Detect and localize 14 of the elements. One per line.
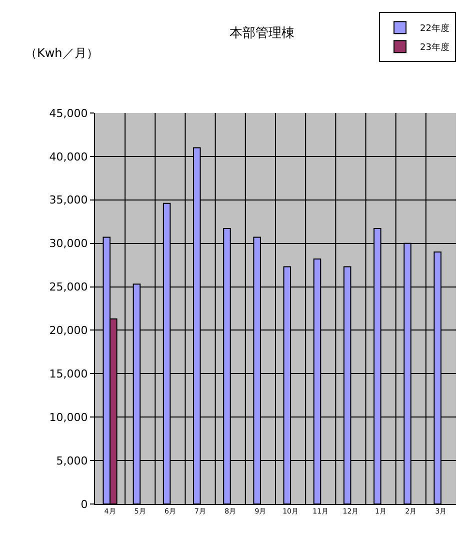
legend-label: 23年度 [420, 42, 450, 54]
y-tick-label: 10,000 [49, 410, 88, 424]
y-tick-label: 0 [80, 498, 88, 511]
chart-title: 本部管理棟 [229, 26, 294, 42]
y-tick-label: 15,000 [49, 368, 88, 381]
y-tick-label: 40,000 [49, 150, 88, 164]
y-tick-label: 35,000 [49, 194, 88, 207]
y-tick-label: 20,000 [49, 324, 88, 338]
y-tick-label: 45,000 [49, 106, 88, 120]
legend-label: 22年度 [420, 23, 450, 34]
y-tick-label: 5,000 [56, 454, 88, 468]
y-axis-title: （Kwh／月） [25, 46, 98, 60]
y-tick-label: 30,000 [49, 237, 88, 250]
y-tick-label: 25,000 [49, 280, 88, 294]
